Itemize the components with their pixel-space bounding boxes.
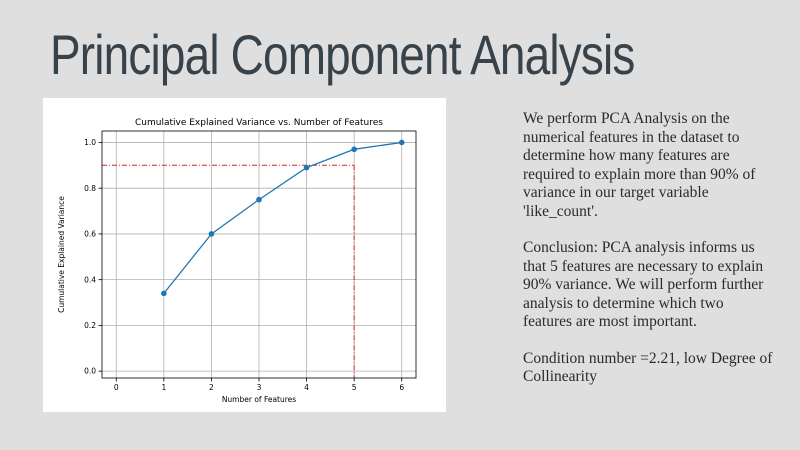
tick-layer: 0 1 2 3 4 5 6 0.0 0.2 0.4 0.6 0.8 1.0 [84,138,404,392]
conclusion-paragraph: Conclusion: PCA analysis informs us that… [523,239,764,330]
intro-paragraph: We perform PCA Analysis on the numerical… [523,110,756,220]
series-line [163,141,402,294]
data-point [208,231,215,237]
data-point [256,196,262,203]
y-axis-label: Cumulative Explained Variance [57,196,66,313]
data-point [161,290,167,297]
y-tick-label: 0.6 [84,230,96,239]
threshold-layer [102,164,355,378]
condition-paragraph: Condition number =2.21, low Degree of Co… [523,349,773,386]
x-tick-label: 1 [161,383,166,392]
x-tick-label: 6 [399,383,404,392]
data-point [351,146,357,153]
y-tick-label: 0.0 [84,367,96,376]
y-tick-label: 1.0 [84,138,96,147]
y-tick-label: 0.8 [84,184,96,193]
chart-panel: 0 1 2 3 4 5 6 0.0 0.2 0.4 0.6 0.8 1.0 Cumulative Exp… [43,98,446,412]
x-tick-label: 5 [352,383,357,392]
series-layer [161,139,405,297]
pca-chart: 0 1 2 3 4 5 6 0.0 0.2 0.4 0.6 0.8 1.0 Cumulative Exp… [57,118,417,404]
x-axis-label: Number of Features [222,395,296,404]
y-tick-label: 0.4 [84,275,96,284]
y-tick-label: 0.2 [84,321,96,330]
x-tick-label: 2 [209,383,214,392]
data-point [303,164,310,171]
slide-title: Principal Component Analysis [50,23,635,86]
x-tick-label: 4 [304,383,309,392]
x-tick-label: 0 [114,383,119,392]
grid-layer [102,131,416,378]
data-point [398,139,405,146]
slide-body: We perform PCA Analysis on the numerical… [523,110,773,405]
chart-title: Cumulative Explained Variance vs. Number… [135,118,383,128]
x-tick-label: 3 [257,383,262,392]
